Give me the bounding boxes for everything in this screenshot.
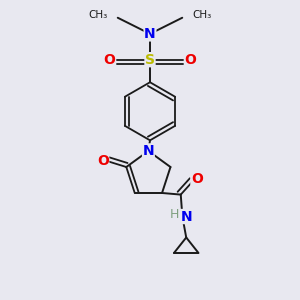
Text: O: O: [104, 53, 116, 67]
Text: S: S: [145, 53, 155, 67]
Text: O: O: [191, 172, 203, 186]
Text: N: N: [142, 144, 154, 158]
Text: N: N: [180, 209, 192, 224]
Text: H: H: [169, 208, 179, 221]
Text: O: O: [97, 154, 109, 168]
Text: CH₃: CH₃: [89, 10, 108, 20]
Text: N: N: [144, 27, 156, 41]
Text: O: O: [184, 53, 196, 67]
Text: CH₃: CH₃: [192, 10, 211, 20]
